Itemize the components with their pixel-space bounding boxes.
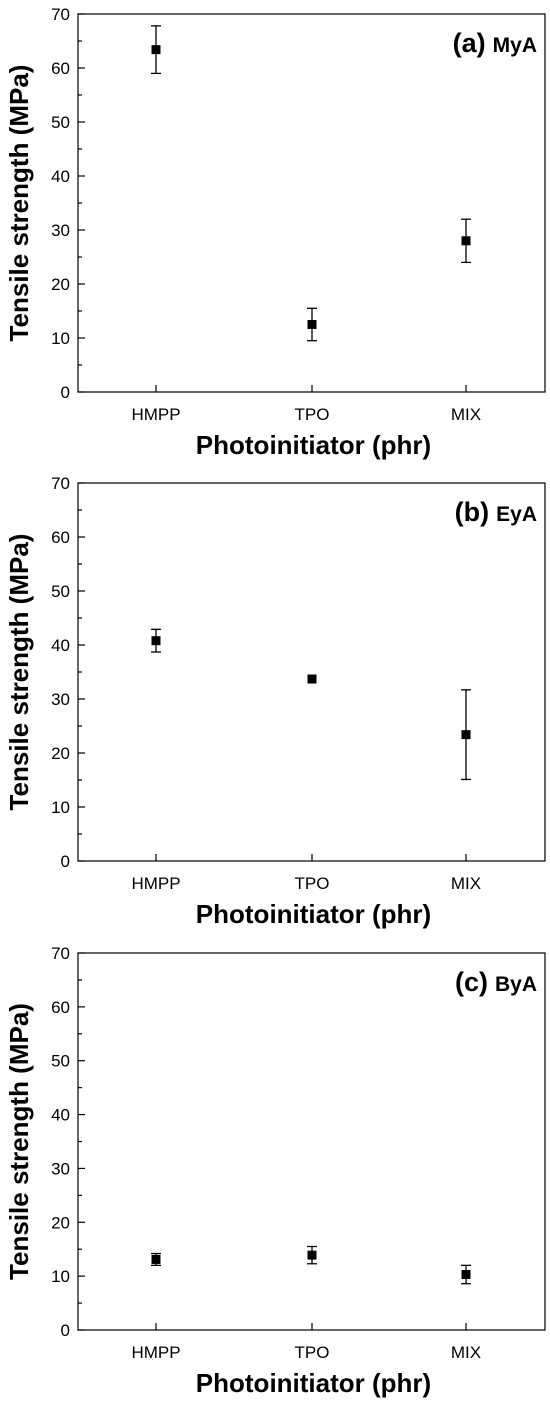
y-tick-label: 30 — [51, 1159, 70, 1178]
y-tick-label: 30 — [51, 690, 70, 709]
y-tick-label: 60 — [51, 59, 70, 78]
y-tick-label: 0 — [61, 383, 70, 402]
chart-panel-b: 0 10 20 30 40 50 60 70 HMPP TPO MIX Photoinitiator … — [4, 474, 546, 929]
data-point — [307, 674, 317, 684]
y-tick-label: 70 — [51, 474, 70, 493]
panel-letter: (c) — [455, 967, 488, 997]
data-point — [461, 730, 471, 740]
x-tick-label: MIX — [451, 1343, 481, 1362]
x-tick-label: MIX — [451, 405, 481, 424]
y-tick-label: 10 — [51, 1267, 70, 1286]
y-tick-label: 50 — [51, 113, 70, 132]
x-tick-label: HMPP — [131, 874, 180, 893]
data-point — [151, 636, 161, 646]
y-tick-label: 40 — [51, 1106, 70, 1125]
panel-name: EyA — [496, 503, 537, 526]
y-tick-label: 40 — [51, 167, 70, 186]
panel-name: ByA — [495, 973, 537, 996]
x-tick-label: TPO — [295, 1343, 330, 1362]
panel-label: (b) EyA — [455, 497, 537, 527]
x-tick-label: TPO — [295, 874, 330, 893]
y-tick-label: 30 — [51, 221, 70, 240]
panel-label: (c) ByA — [455, 967, 537, 997]
y-axis-title: Tensile strength (MPa) — [4, 534, 34, 811]
data-point — [151, 1254, 161, 1264]
chart-panel-c: 0 10 20 30 40 50 60 70 HMPP TPO MIX Photoinitiator … — [4, 944, 546, 1398]
plot-frame — [77, 482, 546, 862]
panel-letter: (a) — [453, 28, 486, 58]
chart-panel-a: 0 10 20 30 40 50 60 70 HMPP TPO MIX Photoinitiator … — [4, 5, 546, 460]
y-tick-label: 70 — [51, 5, 70, 24]
y-tick-label: 20 — [51, 744, 70, 763]
panel-name: MyA — [493, 34, 537, 57]
panel-label: (a) MyA — [453, 28, 537, 58]
y-tick-label: 50 — [51, 1052, 70, 1071]
x-tick-label: HMPP — [131, 405, 180, 424]
y-tick-label: 60 — [51, 528, 70, 547]
x-axis-title: Photoinitiator (phr) — [196, 430, 431, 460]
y-tick-label: 40 — [51, 636, 70, 655]
x-tick-label: HMPP — [131, 1343, 180, 1362]
data-point — [461, 236, 471, 246]
y-axis-title: Tensile strength (MPa) — [4, 1003, 34, 1280]
y-tick-label: 10 — [51, 329, 70, 348]
y-tick-label: 20 — [51, 275, 70, 294]
y-tick-label: 50 — [51, 582, 70, 601]
x-tick-label: TPO — [295, 405, 330, 424]
y-axis-title: Tensile strength (MPa) — [4, 65, 34, 342]
data-point — [151, 45, 161, 55]
y-tick-label: 70 — [51, 944, 70, 963]
x-axis-title: Photoinitiator (phr) — [196, 899, 431, 929]
x-axis-title: Photoinitiator (phr) — [196, 1368, 431, 1398]
plot-frame — [77, 952, 546, 1331]
panel-letter: (b) — [455, 497, 489, 527]
y-tick-label: 10 — [51, 798, 70, 817]
y-tick-label: 20 — [51, 1213, 70, 1232]
x-tick-label: MIX — [451, 874, 481, 893]
y-tick-label: 0 — [61, 852, 70, 871]
data-point — [461, 1270, 471, 1280]
y-tick-label: 0 — [61, 1321, 70, 1340]
y-tick-label: 60 — [51, 998, 70, 1017]
data-point — [307, 1250, 317, 1260]
data-point — [307, 320, 317, 329]
